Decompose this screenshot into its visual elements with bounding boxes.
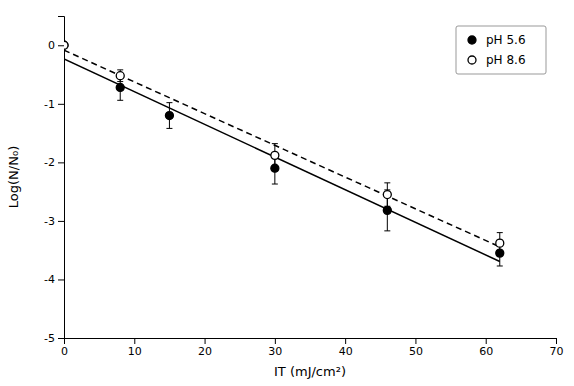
x-axis-tick-label: 0: [61, 345, 68, 358]
data-point: [64, 41, 68, 49]
error-bar-cap: [166, 102, 172, 103]
x-axis-tick-mark: [486, 338, 487, 344]
y-axis-tick-mark: [58, 338, 64, 339]
legend-label: pH 8.6: [486, 53, 526, 67]
y-axis-tick: 0: [48, 39, 64, 52]
error-bar-cap: [272, 167, 278, 168]
y-axis-tick: -5: [44, 332, 64, 345]
y-axis-tick-label: -2: [44, 156, 55, 169]
y-axis-domain: [58, 17, 65, 339]
y-axis: -5 -4 -3 -2 -1 0: [44, 17, 64, 346]
x-axis-tick: 20: [198, 338, 212, 358]
x-axis-tick-label: 60: [479, 345, 493, 358]
y-axis-title: Log(N/N₀): [6, 146, 21, 208]
error-bar: [117, 70, 123, 82]
legend-entry: pH 8.6: [468, 53, 526, 67]
chart: 0 10 20 30 40 50 60 70 -5 -4 -3 -2 -1 0 IT (mJ/cm²) Log…: [0, 0, 574, 386]
y-axis-tick: -1: [44, 98, 64, 111]
x-axis-domain: [65, 339, 557, 345]
x-axis-tick-mark: [556, 338, 557, 344]
error-bar: [384, 183, 390, 206]
data-point: [64, 41, 68, 49]
y-axis-tick-mark: [58, 279, 64, 280]
legend-label: pH 5.6: [486, 33, 526, 47]
data-point: [383, 206, 391, 214]
y-axis-tick: -4: [44, 273, 64, 286]
error-bar-cap: [497, 232, 503, 233]
error-bar-cap: [384, 182, 390, 183]
x-axis-tick-label: 50: [409, 345, 423, 358]
data-point: [271, 151, 279, 159]
y-axis-tick-mark: [58, 162, 64, 163]
legend-swatch: [468, 36, 476, 44]
x-axis-tick-label: 10: [128, 345, 142, 358]
series-group: [64, 41, 504, 253]
data-point: [116, 83, 124, 91]
x-axis-tick-label: 70: [550, 345, 564, 358]
y-axis-tick-mark: [58, 221, 64, 222]
x-axis-tick: 40: [339, 338, 353, 358]
data-point: [383, 191, 391, 199]
fit-line: [64, 50, 500, 247]
x-axis-tick: 30: [268, 338, 282, 358]
x-axis-tick-mark: [415, 338, 416, 344]
error-bar: [384, 190, 390, 231]
error-bar-cap: [384, 230, 390, 231]
x-axis-tick-mark: [275, 338, 276, 344]
error-bar-cap: [384, 206, 390, 207]
error-bar-cap: [166, 128, 172, 129]
error-bar: [272, 144, 278, 167]
y-axis-tick: -3: [44, 215, 64, 228]
y-axis-tick-label: -5: [44, 332, 55, 345]
legend-swatch: [468, 56, 476, 64]
error-bar-cap: [272, 184, 278, 185]
y-axis-tick-label: -1: [44, 98, 55, 111]
x-axis-tick: 0: [61, 338, 68, 358]
x-axis-tick-mark: [134, 338, 135, 344]
y-axis-tick-label: -4: [44, 273, 55, 286]
x-axis-tick-mark: [345, 338, 346, 344]
plot-area: [64, 41, 504, 266]
error-bar-cap: [117, 100, 123, 101]
data-point: [496, 239, 504, 247]
legend-entry: pH 5.6: [468, 33, 526, 47]
fit-line: [64, 59, 500, 261]
y-axis-tick: -2: [44, 156, 64, 169]
x-axis-title: IT (mJ/cm²): [274, 364, 346, 379]
x-axis-tick: 10: [128, 338, 142, 358]
data-point: [165, 112, 173, 120]
x-axis-tick: 70: [550, 338, 564, 358]
error-bar-cap: [117, 69, 123, 70]
y-axis-tick-mark: [58, 45, 64, 46]
error-bar: [166, 103, 172, 129]
legend: pH 5.6 pH 8.6: [456, 26, 546, 74]
error-bar-cap: [497, 253, 503, 254]
x-axis-tick-label: 40: [339, 345, 353, 358]
error-bar: [497, 233, 503, 254]
x-axis-tick-label: 20: [198, 345, 212, 358]
y-axis-tick-label: 0: [48, 39, 55, 52]
x-axis-tick-label: 30: [268, 345, 282, 358]
x-axis-tick: 50: [409, 338, 423, 358]
x-axis: 0 10 20 30 40 50 60 70: [61, 338, 564, 358]
data-point: [116, 72, 124, 80]
error-bar-cap: [117, 81, 123, 82]
error-bar-cap: [497, 265, 503, 266]
series-group: [64, 41, 504, 266]
y-axis-tick-mark: [58, 104, 64, 105]
error-bar-cap: [272, 143, 278, 144]
x-axis-tick-mark: [205, 338, 206, 344]
x-axis-tick: 60: [479, 338, 493, 358]
legend-box: [456, 26, 546, 74]
y-axis-tick-label: -3: [44, 215, 55, 228]
